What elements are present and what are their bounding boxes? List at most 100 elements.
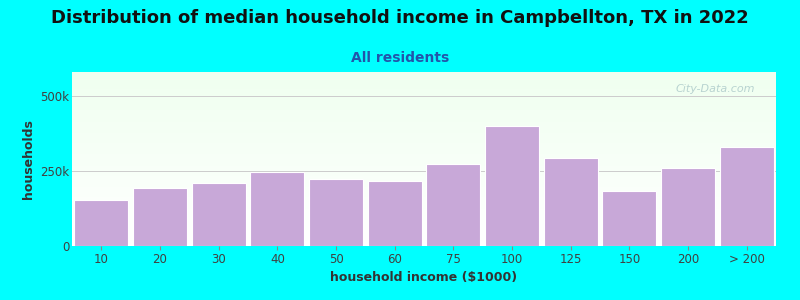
Bar	[72, 169, 776, 171]
Bar	[72, 122, 776, 124]
Bar	[72, 239, 776, 241]
Bar	[72, 232, 776, 234]
Bar	[72, 173, 776, 175]
Bar	[72, 76, 776, 77]
Bar	[426, 164, 480, 246]
Bar	[72, 88, 776, 89]
Bar	[72, 72, 776, 74]
Bar	[72, 175, 776, 176]
Bar	[72, 157, 776, 159]
Bar	[72, 206, 776, 208]
Bar	[72, 124, 776, 126]
Bar	[72, 227, 776, 229]
Bar	[72, 129, 776, 131]
Bar	[72, 103, 776, 105]
Bar	[72, 242, 776, 244]
Bar	[72, 171, 776, 173]
Bar	[602, 190, 656, 246]
Bar	[72, 190, 776, 192]
Bar	[72, 234, 776, 236]
Bar	[72, 180, 776, 182]
Bar	[72, 213, 776, 215]
Y-axis label: households: households	[22, 119, 34, 199]
Bar	[72, 216, 776, 218]
Bar	[72, 194, 776, 196]
Bar	[72, 183, 776, 185]
Bar	[72, 138, 776, 140]
Bar	[72, 110, 776, 112]
Bar	[72, 182, 776, 183]
Bar	[72, 105, 776, 107]
Bar	[72, 154, 776, 155]
Bar	[544, 158, 598, 246]
Bar	[72, 176, 776, 178]
Bar	[72, 117, 776, 119]
Bar	[72, 230, 776, 232]
Bar	[72, 164, 776, 166]
Bar	[72, 98, 776, 100]
Bar	[72, 187, 776, 189]
Bar	[72, 77, 776, 79]
Bar	[72, 189, 776, 190]
Bar	[72, 192, 776, 194]
Bar	[72, 244, 776, 246]
Bar	[72, 237, 776, 239]
Bar	[72, 133, 776, 135]
Bar	[72, 91, 776, 93]
Bar	[72, 161, 776, 163]
Bar	[72, 168, 776, 169]
Bar	[72, 126, 776, 128]
Text: Distribution of median household income in Campbellton, TX in 2022: Distribution of median household income …	[51, 9, 749, 27]
Bar	[72, 236, 776, 237]
Bar	[72, 218, 776, 220]
Bar	[309, 178, 363, 246]
Bar	[485, 126, 539, 246]
Bar	[72, 241, 776, 242]
Bar	[72, 96, 776, 98]
Bar	[72, 93, 776, 94]
Bar	[368, 181, 422, 246]
Bar	[72, 199, 776, 201]
Bar	[72, 140, 776, 142]
Bar	[72, 82, 776, 84]
Bar	[72, 109, 776, 110]
Bar	[72, 102, 776, 103]
Bar	[72, 163, 776, 164]
Bar	[72, 152, 776, 154]
Bar	[72, 107, 776, 109]
Bar	[72, 79, 776, 81]
Bar	[72, 100, 776, 102]
Bar	[72, 208, 776, 209]
Bar	[72, 114, 776, 116]
Bar	[661, 168, 715, 246]
Bar	[72, 196, 776, 197]
Bar	[72, 112, 776, 114]
Bar	[72, 204, 776, 206]
Bar	[72, 224, 776, 225]
Bar	[72, 229, 776, 230]
Bar	[72, 136, 776, 138]
Bar	[72, 121, 776, 122]
Bar	[72, 185, 776, 187]
Text: City-Data.com: City-Data.com	[675, 84, 755, 94]
Bar	[72, 94, 776, 96]
Bar	[192, 183, 246, 246]
Text: All residents: All residents	[351, 51, 449, 65]
Bar	[250, 172, 304, 246]
Bar	[72, 222, 776, 224]
Bar	[72, 166, 776, 168]
Bar	[72, 155, 776, 157]
Bar	[72, 86, 776, 88]
Bar	[72, 159, 776, 161]
Bar	[720, 147, 774, 246]
Bar	[72, 143, 776, 145]
Bar	[72, 84, 776, 86]
Bar	[72, 89, 776, 91]
Bar	[72, 220, 776, 222]
X-axis label: household income ($1000): household income ($1000)	[330, 272, 518, 284]
Bar	[74, 200, 128, 246]
Bar	[72, 148, 776, 150]
Bar	[72, 81, 776, 82]
Bar	[72, 74, 776, 76]
Bar	[72, 135, 776, 137]
